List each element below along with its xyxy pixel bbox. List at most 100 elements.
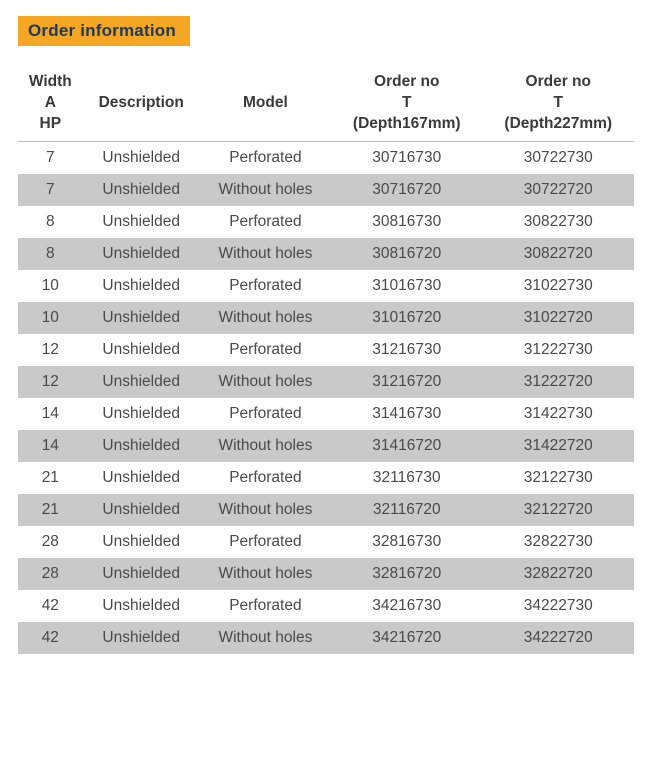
cell-width: 8 — [18, 206, 83, 238]
table-row: 21UnshieldedWithout holes321167203212272… — [18, 494, 634, 526]
table-row: 21UnshieldedPerforated3211673032122730 — [18, 462, 634, 494]
cell-model: Without holes — [200, 558, 331, 590]
col-header-model: Model — [200, 66, 331, 141]
cell-width: 21 — [18, 494, 83, 526]
table-row: 12UnshieldedWithout holes312167203122272… — [18, 366, 634, 398]
cell-width: 14 — [18, 430, 83, 462]
cell-width: 42 — [18, 622, 83, 654]
cell-o1: 31216730 — [331, 334, 482, 366]
cell-o1: 32116730 — [331, 462, 482, 494]
cell-o2: 32822730 — [483, 526, 635, 558]
cell-model: Without holes — [200, 366, 331, 398]
cell-o2: 31222730 — [483, 334, 635, 366]
cell-o2: 34222720 — [483, 622, 635, 654]
cell-model: Perforated — [200, 462, 331, 494]
cell-o1: 30816730 — [331, 206, 482, 238]
cell-o1: 34216730 — [331, 590, 482, 622]
cell-desc: Unshielded — [83, 366, 200, 398]
cell-model: Perforated — [200, 526, 331, 558]
cell-desc: Unshielded — [83, 430, 200, 462]
cell-model: Without holes — [200, 238, 331, 270]
cell-desc: Unshielded — [83, 238, 200, 270]
cell-width: 7 — [18, 141, 83, 174]
col-header-order2: Order no T (Depth227mm) — [483, 66, 635, 141]
table-row: 14UnshieldedWithout holes314167203142272… — [18, 430, 634, 462]
cell-desc: Unshielded — [83, 270, 200, 302]
header-line: (Depth167mm) — [353, 115, 461, 132]
table-row: 14UnshieldedPerforated3141673031422730 — [18, 398, 634, 430]
cell-desc: Unshielded — [83, 174, 200, 206]
cell-o1: 31416730 — [331, 398, 482, 430]
table-header: Width A HP Description Model Order no T … — [18, 66, 634, 141]
cell-model: Perforated — [200, 141, 331, 174]
cell-o2: 31422730 — [483, 398, 635, 430]
cell-o1: 34216720 — [331, 622, 482, 654]
cell-o1: 31216720 — [331, 366, 482, 398]
cell-o2: 34222730 — [483, 590, 635, 622]
header-line: Order no — [526, 73, 591, 90]
table-row: 28UnshieldedWithout holes328167203282272… — [18, 558, 634, 590]
cell-o2: 31422720 — [483, 430, 635, 462]
table-row: 42UnshieldedPerforated3421673034222730 — [18, 590, 634, 622]
cell-o2: 32122720 — [483, 494, 635, 526]
cell-o1: 31016730 — [331, 270, 482, 302]
table-row: 42UnshieldedWithout holes342167203422272… — [18, 622, 634, 654]
table-row: 8UnshieldedWithout holes3081672030822720 — [18, 238, 634, 270]
cell-width: 10 — [18, 302, 83, 334]
cell-o1: 32116720 — [331, 494, 482, 526]
cell-model: Without holes — [200, 174, 331, 206]
table-body: 7UnshieldedPerforated30716730307227307Un… — [18, 141, 634, 654]
cell-o2: 32822720 — [483, 558, 635, 590]
col-header-description: Description — [83, 66, 200, 141]
cell-desc: Unshielded — [83, 526, 200, 558]
cell-desc: Unshielded — [83, 590, 200, 622]
cell-model: Perforated — [200, 334, 331, 366]
cell-desc: Unshielded — [83, 462, 200, 494]
table-row: 10UnshieldedPerforated3101673031022730 — [18, 270, 634, 302]
header-line: A — [45, 94, 56, 111]
cell-model: Perforated — [200, 590, 331, 622]
order-information-table: Width A HP Description Model Order no T … — [18, 66, 634, 654]
cell-desc: Unshielded — [83, 206, 200, 238]
cell-model: Without holes — [200, 494, 331, 526]
table-row: 12UnshieldedPerforated3121673031222730 — [18, 334, 634, 366]
col-header-width: Width A HP — [18, 66, 83, 141]
cell-o1: 30816720 — [331, 238, 482, 270]
cell-o2: 30722720 — [483, 174, 635, 206]
cell-o2: 30822730 — [483, 206, 635, 238]
cell-width: 12 — [18, 366, 83, 398]
header-line: Order no — [374, 73, 439, 90]
cell-desc: Unshielded — [83, 622, 200, 654]
cell-o1: 32816730 — [331, 526, 482, 558]
cell-width: 42 — [18, 590, 83, 622]
cell-desc: Unshielded — [83, 494, 200, 526]
table-row: 7UnshieldedPerforated3071673030722730 — [18, 141, 634, 174]
header-line: HP — [40, 115, 62, 132]
cell-desc: Unshielded — [83, 398, 200, 430]
cell-model: Without holes — [200, 622, 331, 654]
cell-width: 14 — [18, 398, 83, 430]
cell-o1: 31016720 — [331, 302, 482, 334]
cell-width: 28 — [18, 558, 83, 590]
header-line: T — [554, 94, 563, 111]
cell-width: 10 — [18, 270, 83, 302]
cell-model: Perforated — [200, 270, 331, 302]
cell-width: 8 — [18, 238, 83, 270]
cell-model: Without holes — [200, 302, 331, 334]
table-row: 10UnshieldedWithout holes310167203102272… — [18, 302, 634, 334]
cell-o2: 30822720 — [483, 238, 635, 270]
cell-desc: Unshielded — [83, 334, 200, 366]
cell-o1: 31416720 — [331, 430, 482, 462]
table-row: 28UnshieldedPerforated3281673032822730 — [18, 526, 634, 558]
header-line: (Depth227mm) — [504, 115, 612, 132]
cell-model: Perforated — [200, 398, 331, 430]
cell-o2: 31022720 — [483, 302, 635, 334]
cell-o2: 32122730 — [483, 462, 635, 494]
cell-width: 21 — [18, 462, 83, 494]
col-header-order1: Order no T (Depth167mm) — [331, 66, 482, 141]
header-line: Model — [243, 94, 288, 111]
cell-o1: 30716720 — [331, 174, 482, 206]
header-line: Description — [99, 94, 184, 111]
cell-model: Perforated — [200, 206, 331, 238]
cell-o2: 31222720 — [483, 366, 635, 398]
